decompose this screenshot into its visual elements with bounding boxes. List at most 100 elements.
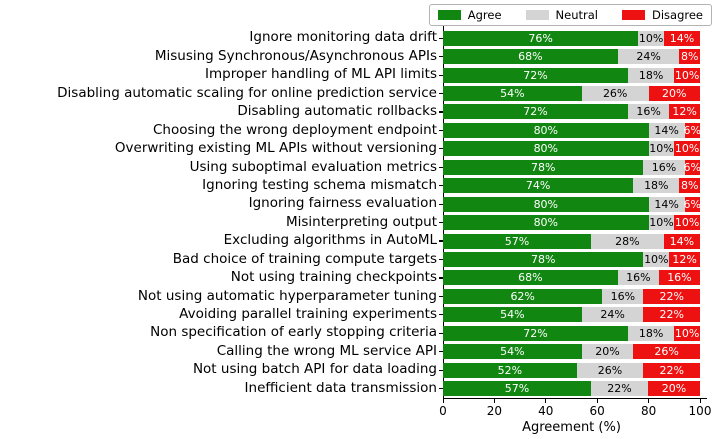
bar-value-label: 20% xyxy=(595,345,620,359)
bar-value-label: 72% xyxy=(523,105,548,119)
bar-value-label: 20% xyxy=(661,382,687,396)
bar-stack: 80% 10% 10% xyxy=(443,215,700,231)
bar-value-label: 16% xyxy=(636,105,661,119)
y-tick-mark xyxy=(439,351,443,353)
bar-segment-disagree: 26% xyxy=(633,344,700,360)
bar-row: Non specification of early stopping crit… xyxy=(0,324,700,342)
bar-segment-neutral: 10% xyxy=(648,141,675,157)
bar-value-label: 80% xyxy=(533,142,559,156)
category-label: Ignore monitoring data drift xyxy=(249,29,437,46)
bar-row: Not using training checkpoints 68% 16% 16% xyxy=(0,269,700,287)
category-label: Disabling automatic scaling for online p… xyxy=(57,84,437,101)
bar-value-label: 72% xyxy=(523,68,548,82)
y-tick-mark xyxy=(439,92,443,95)
category-label: Misinterpreting output xyxy=(285,213,437,230)
category-label: Excluding algorithms in AutoML xyxy=(223,232,437,249)
y-tick-mark xyxy=(439,387,443,390)
bar-value-label: 10% xyxy=(649,142,674,156)
bar-value-label: 6% xyxy=(683,197,701,211)
bar-value-label: 54% xyxy=(500,345,525,359)
bar-value-label: 16% xyxy=(610,289,636,303)
bar-value-label: 14% xyxy=(654,197,679,211)
bar-row: Overwriting existing ML APIs without ver… xyxy=(0,140,700,158)
bar-segment-agree: 68% xyxy=(443,49,618,65)
legend: Agree Neutral Disagree xyxy=(428,4,712,26)
y-tick-mark xyxy=(439,203,443,205)
bar-stack: 52% 26% 22% xyxy=(443,362,700,378)
x-axis-line xyxy=(443,398,707,399)
bar-stack: 80% 10% 10% xyxy=(443,141,700,157)
bar-stack: 68% 24% 8% xyxy=(443,49,700,65)
bar-value-label: 24% xyxy=(600,308,625,322)
x-tick-label: 80 xyxy=(640,404,657,418)
bar-stack: 54% 26% 20% xyxy=(443,86,700,102)
bar-segment-agree: 62% xyxy=(443,288,603,304)
bar-stack: 72% 16% 12% xyxy=(443,104,700,120)
bar-segment-neutral: 24% xyxy=(617,49,680,65)
y-tick-mark xyxy=(439,222,443,224)
bar-value-label: 8% xyxy=(680,179,699,193)
bar-value-label: 74% xyxy=(525,179,551,193)
bar-row: Disabling automatic scaling for online p… xyxy=(0,84,700,102)
bar-segment-neutral: 14% xyxy=(648,196,685,212)
bar-value-label: 78% xyxy=(531,252,556,266)
bar-segment-agree: 80% xyxy=(443,215,649,231)
bar-value-label: 18% xyxy=(638,326,664,340)
bar-segment-disagree: 22% xyxy=(643,362,700,378)
bar-row: Disabling automatic rollbacks 72% 16% 12% xyxy=(0,103,700,121)
bar-segment-agree: 78% xyxy=(443,251,644,267)
bar-row: Calling the wrong ML service API 54% 20% 26… xyxy=(0,342,700,360)
bar-value-label: 80% xyxy=(533,123,559,137)
bar-value-label: 10% xyxy=(638,31,664,45)
bar-value-label: 18% xyxy=(638,68,664,82)
bar-value-label: 52% xyxy=(497,363,523,377)
bar-segment-neutral: 28% xyxy=(590,233,664,249)
bar-rows: Ignore monitoring data drift 76% 10% 14% Mis… xyxy=(0,29,701,398)
bar-segment-agree: 54% xyxy=(443,344,582,360)
bar-stack: 80% 14% 6% xyxy=(443,196,701,212)
legend-label: Neutral xyxy=(555,8,598,22)
bar-value-label: 24% xyxy=(636,50,661,64)
category-label: Not using automatic hyperparameter tunin… xyxy=(137,287,437,304)
bar-stack: 74% 18% 8% xyxy=(443,178,700,194)
x-tick-mark xyxy=(648,399,650,403)
bar-value-label: 57% xyxy=(504,382,530,396)
bar-stack: 62% 16% 22% xyxy=(443,288,700,304)
category-label: Calling the wrong ML service API xyxy=(216,342,437,359)
bar-segment-disagree: 20% xyxy=(648,381,700,397)
y-tick-mark xyxy=(439,148,443,150)
bar-segment-neutral: 10% xyxy=(638,30,664,46)
x-tick-mark xyxy=(545,399,547,403)
bar-stack: 57% 22% 20% xyxy=(443,381,700,397)
bar-stack: 80% 14% 6% xyxy=(443,122,701,138)
bar-value-label: 26% xyxy=(654,345,679,359)
bar-value-label: 80% xyxy=(533,197,559,211)
bar-segment-neutral: 16% xyxy=(628,104,670,120)
category-label: Bad choice of training compute targets xyxy=(172,250,437,267)
y-tick-mark xyxy=(439,295,443,297)
category-label: Misusing Synchronous/Asynchronous APIs xyxy=(154,47,437,64)
bar-value-label: 10% xyxy=(674,326,700,340)
bar-value-label: 16% xyxy=(651,160,677,174)
bar-segment-agree: 80% xyxy=(443,122,649,138)
bar-segment-disagree: 10% xyxy=(674,67,700,83)
y-tick-mark xyxy=(439,185,443,187)
category-label: Choosing the wrong deployment endpoint xyxy=(152,121,437,138)
bar-row: Avoiding parallel training experiments 54… xyxy=(0,306,700,324)
bar-segment-disagree: 14% xyxy=(664,30,700,46)
bar-value-label: 10% xyxy=(644,252,669,266)
y-tick-mark xyxy=(439,258,443,261)
bar-segment-disagree: 6% xyxy=(684,159,701,175)
bar-segment-neutral: 22% xyxy=(590,381,649,397)
bar-value-label: 54% xyxy=(500,87,525,101)
category-label: Overwriting existing ML APIs without ver… xyxy=(114,140,437,157)
bar-value-label: 62% xyxy=(510,289,535,303)
bar-value-label: 12% xyxy=(672,252,697,266)
bar-segment-agree: 54% xyxy=(443,307,582,323)
bar-value-label: 6% xyxy=(683,123,701,137)
bar-segment-disagree: 22% xyxy=(643,307,700,323)
y-tick-mark xyxy=(439,240,443,242)
bar-value-label: 20% xyxy=(662,87,687,101)
bar-segment-agree: 72% xyxy=(443,67,629,83)
